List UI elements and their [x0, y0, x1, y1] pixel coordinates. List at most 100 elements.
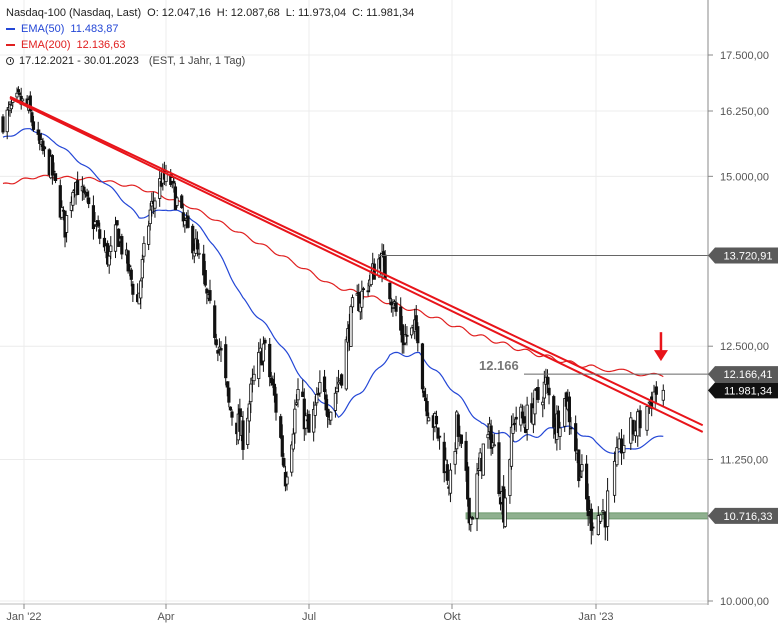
- legend-ema200[interactable]: EMA(200) 12.136,63: [6, 37, 414, 53]
- legend-ema50[interactable]: EMA(50) 11.483,87: [6, 21, 414, 37]
- candle-body: [606, 490, 610, 527]
- candle-body: [425, 401, 429, 417]
- candle-body: [333, 392, 338, 411]
- candle-body: [282, 458, 286, 467]
- candle-body: [525, 404, 529, 430]
- candle-body: [5, 109, 9, 133]
- candle-body: [437, 435, 442, 438]
- ema200-series: [2, 174, 664, 378]
- candle-body: [252, 373, 256, 382]
- candle-body: [547, 387, 551, 396]
- price-tag: 12.166,41: [708, 366, 778, 383]
- candle-body: [140, 259, 144, 279]
- candle-body: [661, 389, 665, 401]
- price-tag-label: 11.981,34: [724, 385, 772, 397]
- candle-body: [15, 92, 19, 98]
- candle-body: [301, 391, 305, 398]
- candle-body: [36, 129, 40, 135]
- candle-body: [481, 443, 485, 476]
- ema200-label: EMA(200): [21, 39, 71, 51]
- candle-body: [580, 464, 584, 472]
- candle-body: [85, 191, 89, 197]
- candle-body: [360, 290, 364, 308]
- candle-body: [181, 212, 185, 222]
- candle-body: [349, 306, 353, 347]
- candle-body: [459, 434, 463, 444]
- candle-body: [654, 386, 658, 395]
- candle-body: [389, 301, 393, 306]
- candle-body: [16, 89, 21, 93]
- candle-body: [445, 464, 449, 481]
- candle-body: [115, 220, 119, 226]
- candle-body: [203, 270, 207, 286]
- candle-body: [307, 413, 311, 433]
- candle-body: [335, 387, 339, 393]
- date-range: 17.12.2021 - 30.01.2023: [19, 55, 139, 67]
- candle-body: [434, 415, 439, 425]
- candle-body: [470, 517, 474, 520]
- candle-body: [513, 422, 517, 425]
- candle-body: [304, 415, 308, 429]
- y-tick-label: 10.000,00: [720, 596, 769, 608]
- candle-body: [76, 180, 80, 196]
- trendline: [9, 95, 704, 427]
- candle-body: [263, 339, 267, 344]
- candle-body: [219, 348, 223, 351]
- candle-body: [453, 451, 457, 465]
- candle-body: [246, 417, 250, 445]
- candle-body: [227, 387, 231, 403]
- ema200-line: [2, 174, 664, 378]
- x-tick-label: Jan '22: [6, 611, 41, 623]
- y-tick-label: 17.500,00: [720, 50, 769, 62]
- candle-body: [514, 416, 518, 420]
- candle-body: [96, 220, 100, 227]
- price-tag-label: 12.166,41: [724, 369, 773, 381]
- price-tag: 10.716,33: [708, 507, 778, 524]
- x-tick-label: Apr: [157, 611, 174, 623]
- candle-body: [409, 327, 414, 336]
- candle-body: [427, 417, 431, 422]
- candle-body: [391, 307, 395, 309]
- candle-body: [567, 396, 571, 423]
- candle-body: [180, 195, 184, 209]
- candle-body: [511, 424, 515, 434]
- candle-body: [394, 302, 398, 312]
- candle-body: [142, 242, 146, 257]
- candle-body: [329, 411, 333, 421]
- x-tick-label: Jul: [302, 611, 316, 623]
- trendline: [9, 97, 704, 433]
- x-axis: Jan '22 Apr Jul Okt Jan '23: [0, 603, 708, 623]
- candle-body: [120, 236, 124, 255]
- price-tag-label: 13.720,91: [724, 251, 773, 263]
- candle-body: [225, 381, 229, 388]
- annotation-label: 12.166: [479, 358, 519, 373]
- candle-body: [247, 403, 251, 422]
- candle-body: [42, 146, 47, 150]
- candle-body: [213, 305, 217, 338]
- candle-body: [71, 192, 75, 206]
- candle-body: [324, 394, 328, 411]
- ema50-series: [2, 128, 664, 455]
- candle-body: [615, 447, 619, 466]
- candle-body: [545, 376, 550, 385]
- y-tick-label: 12.500,00: [720, 341, 769, 353]
- clock-icon: [6, 57, 14, 65]
- candle-body: [91, 205, 96, 230]
- candle-body: [139, 280, 143, 299]
- candle-body: [326, 408, 330, 417]
- candle-body: [497, 442, 501, 495]
- candle-body: [214, 339, 218, 346]
- high-value: H: 12.087,68: [216, 7, 280, 19]
- candle-body: [466, 466, 470, 500]
- y-tick-label: 16.250,00: [720, 106, 769, 118]
- x-tick-label: Okt: [443, 611, 460, 623]
- price-tag-box: [708, 507, 778, 524]
- y-tick-label: 11.250,00: [720, 454, 768, 466]
- candle-body: [492, 444, 496, 447]
- candle-body: [53, 173, 58, 182]
- candle-body: [315, 393, 319, 404]
- candles-series: [1, 86, 665, 545]
- candle-body: [361, 288, 366, 291]
- candle-body: [241, 420, 245, 450]
